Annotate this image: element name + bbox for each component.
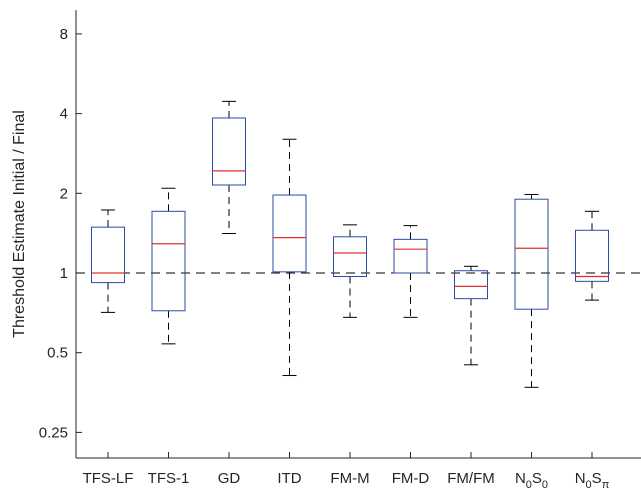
- x-tick-label: N0S0: [515, 470, 548, 491]
- box-iqr: [91, 226, 125, 284]
- x-tick-label-subscript: 0: [526, 479, 532, 491]
- y-tick-label: 8: [60, 26, 68, 43]
- x-tick-label: TFS-LF: [83, 470, 134, 487]
- x-tick-label: FM/FM: [447, 470, 494, 487]
- box-item: [514, 193, 549, 388]
- box-iqr: [393, 238, 428, 274]
- box-iqr: [514, 198, 549, 310]
- y-axis-label: Threshold Estimate Initial / Final: [11, 110, 28, 338]
- box-iqr: [454, 270, 488, 300]
- x-tick-label-part: N: [515, 470, 526, 487]
- box-item: [151, 187, 186, 345]
- x-tick-label-subscript: 0: [542, 479, 548, 491]
- x-tick-labels: TFS-LF TFS-1 GD ITD FM-M FM-D FM/FM N0S0 N0Sπ: [83, 470, 610, 491]
- x-tick-label: FM-M: [330, 470, 369, 487]
- x-tick-label: N0Sπ: [575, 470, 610, 491]
- box-item: [575, 210, 609, 301]
- x-tick-label-subscript: π: [602, 479, 610, 491]
- y-tick-label: 0.5: [47, 345, 68, 362]
- axes: [75, 10, 641, 459]
- box-item: [333, 224, 367, 318]
- y-tick-label: 4: [60, 106, 68, 123]
- box-item: [91, 209, 125, 313]
- box-item: [272, 138, 307, 377]
- x-tick-label-subscript: 0: [586, 479, 592, 491]
- box-iqr: [272, 194, 307, 273]
- boxes-group: [91, 100, 609, 388]
- y-tick-label: 1: [60, 265, 68, 282]
- box-iqr: [575, 229, 609, 282]
- box-item: [454, 265, 488, 366]
- x-tick-label-part: S: [532, 470, 542, 487]
- y-tick-labels: 0.25 0.5 1 2 4 8: [39, 26, 68, 441]
- box-iqr: [212, 117, 246, 186]
- box-iqr: [333, 236, 367, 278]
- x-tick-label: GD: [218, 470, 241, 487]
- x-tick-label: TFS-1: [148, 470, 190, 487]
- box-iqr: [151, 210, 186, 312]
- box-item: [393, 225, 428, 318]
- x-tick-label: FM-D: [392, 470, 430, 487]
- x-tick-label: ITD: [277, 470, 301, 487]
- x-tick-label-part: N: [575, 470, 586, 487]
- y-tick-label: 2: [60, 185, 68, 202]
- y-tick-label: 0.25: [39, 424, 68, 441]
- x-tick-label-part: S: [592, 470, 602, 487]
- box-item: [212, 100, 246, 234]
